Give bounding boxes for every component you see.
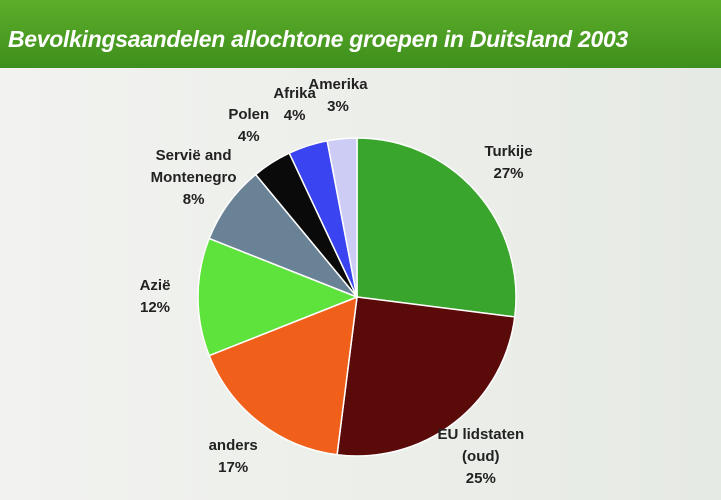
slice-label: EU lidstaten (oud) 25%	[421, 424, 541, 490]
category-label: Turkije	[484, 143, 533, 161]
category-label: Azië	[139, 277, 171, 294]
value-label: 4%	[283, 106, 306, 124]
slice-label: anders 17%	[173, 435, 293, 479]
slice-label: Polen 4%	[189, 104, 309, 148]
pie-slice	[197, 237, 360, 357]
slice-label: Servië and Montenegro 8%	[134, 145, 254, 211]
pie-slice	[336, 296, 516, 457]
slice-label: Azië 12%	[95, 275, 215, 319]
pie-slice	[356, 137, 517, 318]
pie-slice	[208, 295, 358, 456]
slice-label: Afrika 4%	[235, 83, 355, 127]
category-label: Afrika	[273, 84, 316, 102]
value-label: 17%	[218, 458, 249, 476]
value-label: 3%	[327, 97, 349, 115]
value-label: 8%	[182, 191, 205, 209]
value-label: 12%	[139, 299, 171, 316]
value-label: 27%	[493, 165, 524, 183]
value-label: 4%	[237, 128, 260, 146]
slice-label: Turkije 27%	[449, 141, 569, 185]
category-label: Servië and Montenegro	[150, 147, 237, 187]
category-label: anders	[208, 436, 258, 454]
header-bar	[0, 0, 721, 68]
category-label: Amerika	[308, 75, 368, 93]
slice-label: Amerika 3%	[278, 74, 398, 118]
chart-title: Bevolkingsaandelen allochtone groepen in…	[8, 26, 628, 52]
value-label: 25%	[465, 469, 496, 487]
category-label: Polen	[228, 106, 270, 124]
category-label: EU lidstaten (oud)	[437, 425, 525, 465]
pie-slice	[326, 137, 358, 298]
